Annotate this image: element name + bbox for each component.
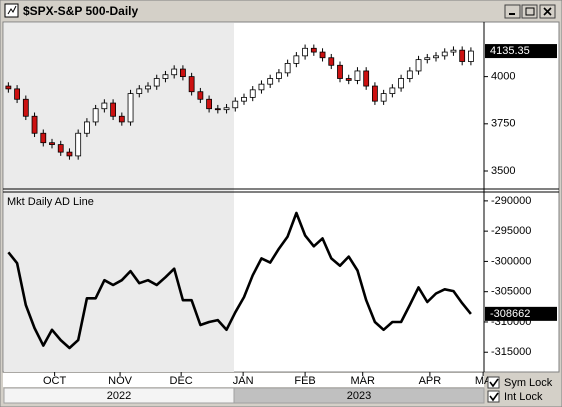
candle-body	[101, 102, 108, 110]
y-tick-label: 3750	[491, 118, 515, 130]
x-tick-label: JAN	[233, 375, 254, 387]
candle-body	[441, 51, 448, 57]
candle-body	[406, 70, 413, 79]
candle-body	[328, 57, 335, 66]
checkbox[interactable]	[487, 376, 500, 389]
last-value-box	[485, 306, 557, 321]
y-tick-label: -315000	[491, 346, 531, 358]
candle-body	[459, 49, 466, 62]
x-tick-label: APR	[419, 375, 442, 387]
candle-body	[84, 121, 90, 134]
candle-body	[345, 78, 352, 81]
last-value-box	[485, 44, 557, 59]
y-tick-label: 4000	[491, 71, 515, 83]
candle-body	[188, 76, 195, 93]
candle-body	[450, 49, 457, 53]
candle-body	[249, 89, 256, 98]
candle-body	[415, 59, 422, 72]
candle-body	[66, 151, 73, 157]
checkbox-check	[489, 378, 499, 388]
candle-body	[162, 74, 169, 79]
candle-body	[110, 102, 116, 117]
candle-body	[127, 93, 134, 123]
candle-body	[354, 70, 361, 81]
window-icon-glyph	[7, 5, 17, 15]
candle-body	[276, 72, 282, 79]
candle-body	[5, 85, 12, 90]
window-title: $SPX-S&P 500-Daily	[23, 4, 138, 18]
panel-title: Mkt Daily AD Line	[7, 196, 94, 208]
candle-body	[145, 85, 151, 90]
candle-body	[31, 115, 38, 134]
candle-body	[363, 70, 370, 87]
candle-body	[136, 88, 143, 95]
candle-body	[267, 78, 274, 85]
checkbox-label[interactable]: Int Lock	[504, 391, 543, 403]
maximize-glyph	[525, 7, 535, 16]
minimize-button[interactable]	[504, 4, 521, 19]
candle-body	[258, 83, 265, 91]
title-bar	[1, 1, 561, 21]
candle-body	[223, 107, 230, 111]
candle-body	[310, 47, 317, 53]
candle-body	[337, 64, 343, 79]
year-label: 2022	[107, 390, 131, 402]
y-tick-label: -300000	[491, 255, 531, 267]
candle-body	[380, 93, 387, 102]
candle-body	[468, 50, 474, 62]
candle-body	[92, 108, 99, 123]
close-glyph	[543, 7, 552, 16]
year-label: 2023	[347, 390, 371, 402]
y-tick-label: -295000	[491, 225, 531, 237]
x-tick-label: FEB	[294, 375, 315, 387]
candle-body	[153, 78, 160, 87]
candle-body	[398, 78, 404, 89]
candle-body	[14, 88, 20, 100]
candle-body	[424, 57, 431, 61]
candle-body	[319, 51, 326, 59]
candle-body	[214, 108, 221, 111]
candle-body	[75, 132, 82, 157]
checkbox-label[interactable]: Sym Lock	[504, 377, 553, 389]
candle-body	[57, 144, 64, 153]
x-tick-label: OCT	[43, 375, 67, 387]
window-buttons	[504, 4, 556, 19]
x-axis-band	[3, 373, 484, 387]
candle-body	[118, 115, 125, 123]
checkbox[interactable]	[487, 390, 500, 403]
candle-body	[40, 132, 47, 144]
candle-body	[302, 47, 308, 57]
candle-body	[372, 85, 378, 102]
last-value-label: 4135.35	[490, 45, 530, 57]
candle-body	[180, 68, 186, 78]
candle-body	[22, 98, 29, 117]
candle-body	[389, 87, 396, 95]
y-tick-label: 3500	[491, 165, 515, 177]
y-tick-label: -305000	[491, 286, 531, 298]
candle-body	[232, 100, 239, 109]
candle-body	[433, 55, 439, 59]
ad-line	[7, 211, 472, 350]
candle-body	[293, 55, 300, 64]
candle-body	[49, 142, 55, 145]
y-tick-label: -290000	[491, 195, 531, 207]
candle-body	[241, 96, 247, 102]
candle-body	[171, 68, 178, 76]
candle-body	[197, 91, 204, 100]
maximize-button[interactable]	[521, 4, 538, 19]
candle-body	[284, 63, 291, 74]
x-tick-label: NOV	[108, 375, 133, 387]
x-tick-label: DEC	[170, 375, 193, 387]
checkbox-check	[489, 392, 499, 402]
candle-body	[206, 98, 212, 110]
year-band	[233, 387, 485, 404]
x-tick-label: MAR	[350, 375, 375, 387]
last-value-label: -308662	[490, 308, 530, 320]
